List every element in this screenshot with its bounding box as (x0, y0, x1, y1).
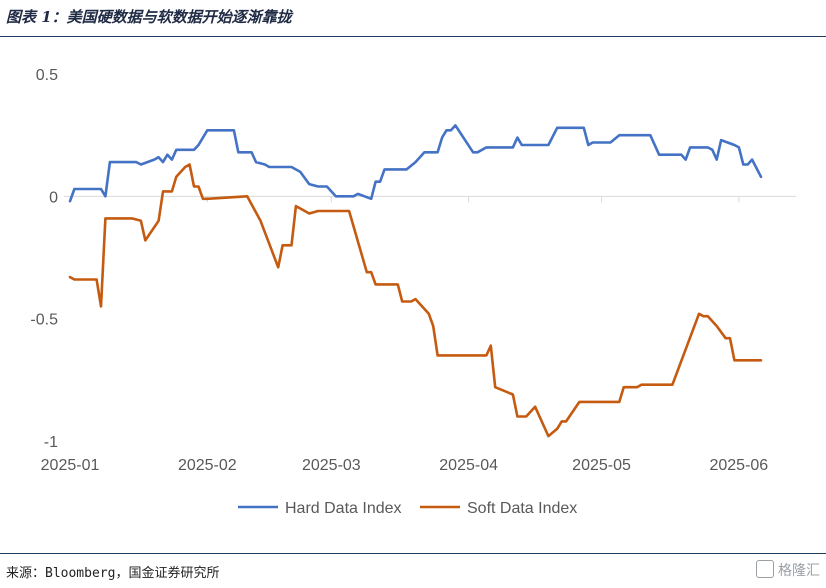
x-tick-label: 2025-03 (302, 457, 361, 474)
legend-label: Hard Data Index (285, 500, 402, 517)
x-tick-label: 2025-04 (439, 457, 498, 474)
y-tick-label: 0.5 (36, 67, 58, 84)
x-tick-labels: 2025-01 2025-02 2025-03 2025-04 2025-05 2025-… (41, 196, 768, 474)
watermark-logo-icon (756, 560, 774, 578)
line-chart: 0.50-0.5-1 2025-01 2025-02 2025-03 2025-04 2… (30, 67, 796, 517)
watermark: 格隆汇 (756, 560, 820, 580)
y-tick-label: 0 (49, 189, 58, 206)
y-tick-label: -0.5 (30, 312, 58, 329)
x-tick-label: 2025-01 (41, 457, 100, 474)
y-tick-labels: 0.5 0 -0.5 -1 (30, 67, 58, 451)
x-tick-label: 2025-05 (572, 457, 631, 474)
hard-data-line (68, 124, 763, 203)
series-lines (68, 124, 763, 438)
y-tick-label: -1 (44, 434, 58, 451)
bottom-rule (0, 553, 826, 554)
x-tick-label: 2025-02 (178, 457, 237, 474)
legend-label: Soft Data Index (467, 500, 577, 517)
soft-data-line (68, 163, 763, 438)
legend: Hard Data Index Soft Data Index (238, 500, 577, 517)
figure-title: 图表 1：美国硬数据与软数据开始逐渐靠拢 (6, 8, 292, 26)
x-tick-label: 2025-06 (709, 457, 768, 474)
source-note: 来源：Bloomberg，国金证券研究所 (6, 566, 220, 581)
top-rule (0, 36, 826, 37)
watermark-text: 格隆汇 (778, 563, 820, 579)
